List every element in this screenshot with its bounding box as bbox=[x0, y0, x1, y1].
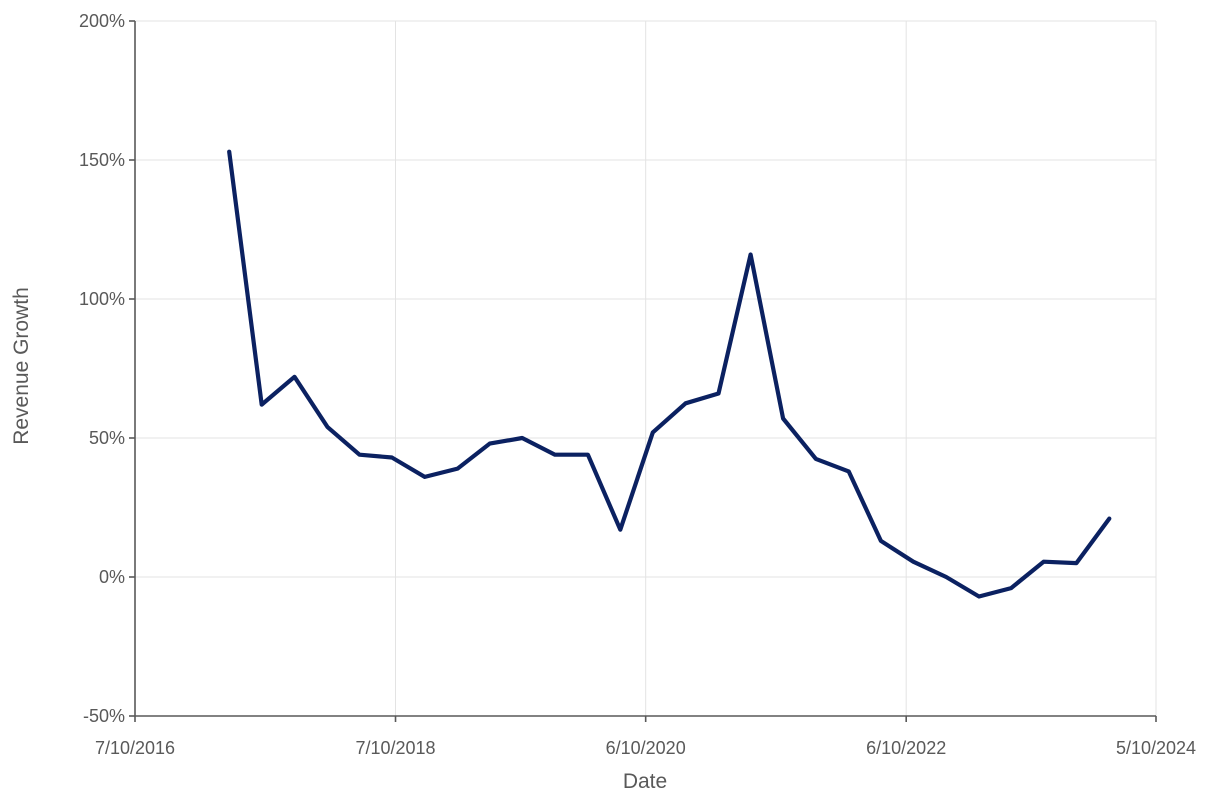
data-point bbox=[716, 392, 720, 396]
data-point bbox=[618, 528, 622, 532]
data-point bbox=[520, 436, 524, 440]
y-tick-label: 100% bbox=[79, 289, 125, 309]
x-tick-label: 7/10/2016 bbox=[95, 738, 175, 758]
x-axis-title: Date bbox=[623, 770, 667, 793]
data-point bbox=[684, 401, 688, 405]
revenue-growth-series-line bbox=[227, 149, 1112, 599]
data-point bbox=[977, 594, 981, 598]
x-tick-label: 7/10/2018 bbox=[355, 738, 435, 758]
y-axis-title: Revenue Growth bbox=[10, 287, 33, 445]
x-tick-label: 6/10/2022 bbox=[866, 738, 946, 758]
data-point bbox=[293, 375, 297, 379]
data-point bbox=[781, 417, 785, 421]
data-point bbox=[749, 253, 753, 257]
data-point bbox=[586, 453, 590, 457]
tick-labels: 200% 150% 100% 50% 0% -50% 7/10/2016 7/10/2018 6… bbox=[79, 11, 1196, 758]
data-point bbox=[944, 575, 948, 579]
data-point bbox=[390, 455, 394, 459]
data-point bbox=[260, 403, 264, 407]
gridlines bbox=[135, 20, 1157, 716]
y-tick-label: 50% bbox=[89, 428, 125, 448]
data-point bbox=[357, 453, 361, 457]
y-tick-label: 150% bbox=[79, 150, 125, 170]
series-layer bbox=[227, 149, 1112, 599]
data-point bbox=[227, 150, 231, 154]
data-point bbox=[1074, 561, 1078, 565]
axes bbox=[129, 20, 1157, 722]
data-point bbox=[879, 539, 883, 543]
data-point bbox=[456, 467, 460, 471]
data-point bbox=[1009, 586, 1013, 590]
data-point bbox=[651, 430, 655, 434]
data-point bbox=[814, 457, 818, 461]
data-point bbox=[847, 469, 851, 473]
data-point bbox=[553, 453, 557, 457]
data-point bbox=[423, 475, 427, 479]
x-tick-label: 5/10/2024 bbox=[1116, 738, 1196, 758]
data-point bbox=[911, 560, 915, 564]
data-point bbox=[1107, 517, 1111, 521]
y-tick-label: 200% bbox=[79, 11, 125, 31]
x-tick-label: 6/10/2020 bbox=[606, 738, 686, 758]
data-point bbox=[325, 425, 329, 429]
data-point bbox=[1042, 560, 1046, 564]
y-tick-label: 0% bbox=[99, 567, 125, 587]
data-point bbox=[488, 442, 492, 446]
y-tick-label: -50% bbox=[83, 706, 125, 726]
